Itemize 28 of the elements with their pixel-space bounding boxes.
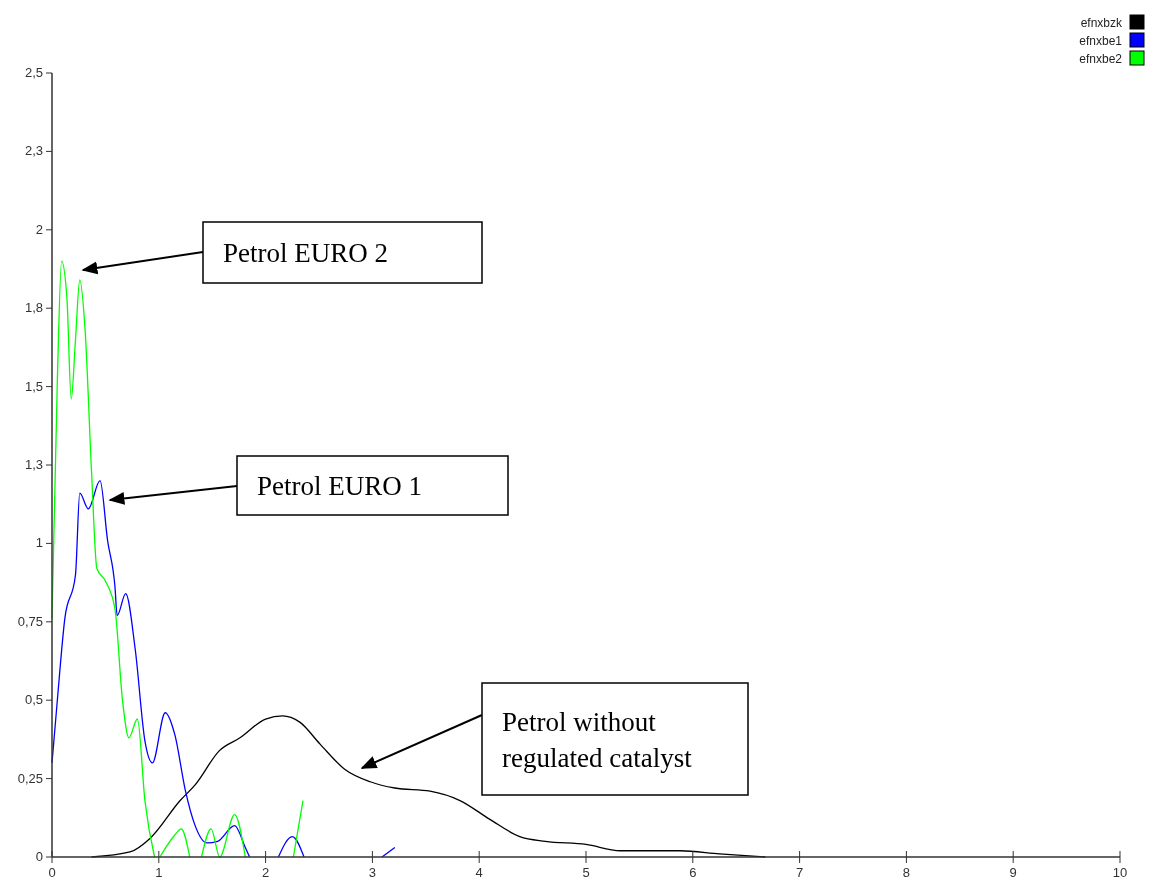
- y-tick-label: 1,3: [24, 457, 43, 472]
- x-tick-label: 4: [475, 865, 483, 880]
- y-tick-label: 2: [35, 221, 43, 237]
- y-tick-label: 0,5: [24, 692, 43, 708]
- legend-label: efnxbzk: [1080, 16, 1123, 30]
- annotation: Petrol without regulated catalyst: [502, 707, 693, 773]
- x-tick-label: 3: [368, 865, 377, 880]
- x-tick-label: 8: [902, 865, 911, 880]
- y-tick-label: 2,5: [24, 65, 43, 80]
- legend-label: efnxbe2: [1079, 52, 1123, 66]
- y-tick-label: 0,25: [17, 770, 43, 786]
- y-tick-label: 1,8: [24, 300, 43, 316]
- y-tick-label: 0,75: [17, 613, 43, 629]
- x-tick-label: 5: [582, 865, 590, 880]
- y-tick-label: 1,5: [24, 378, 43, 394]
- x-tick-label: 0: [48, 865, 56, 880]
- x-tick-label: 2: [261, 865, 270, 880]
- y-tick-label: 2,3: [24, 143, 43, 159]
- annotation: Petrol EURO 1: [257, 470, 422, 501]
- x-tick-label: 7: [795, 865, 804, 880]
- x-tick-label: 1: [155, 865, 163, 880]
- x-tick-label: 10: [1112, 865, 1128, 880]
- legend-label: efnxbe1: [1079, 34, 1123, 48]
- y-tick-label: 0: [35, 849, 43, 864]
- y-tick-label: 1: [35, 535, 43, 551]
- x-tick-label: 9: [1009, 865, 1017, 880]
- annotation: Petrol EURO 2: [223, 237, 388, 268]
- x-tick-label: 6: [689, 865, 697, 880]
